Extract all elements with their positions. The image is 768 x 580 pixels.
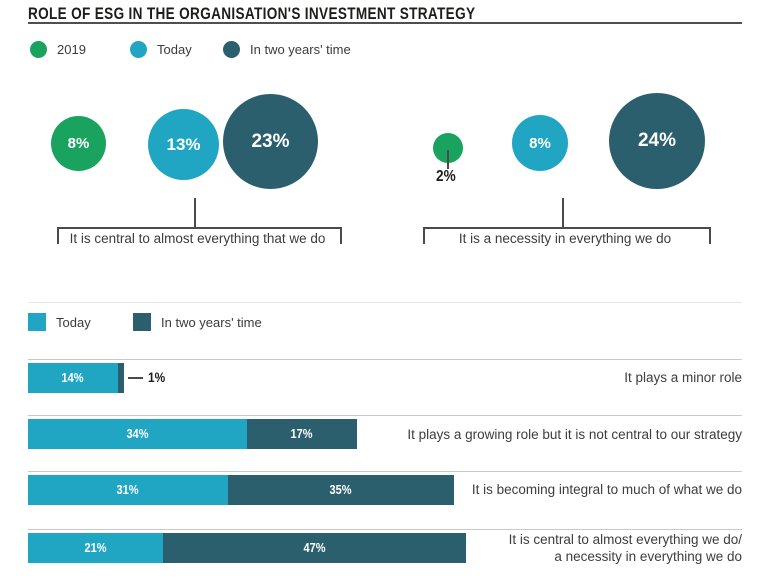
bar-row2-two-years-value: 17%: [290, 427, 314, 441]
bar-row1-today-segment: 14%: [28, 363, 118, 393]
bubble-group2-today-value: 8%: [529, 134, 551, 152]
bar-row3-today-segment: 31%: [28, 475, 228, 505]
bar-row1-two-years-value: 1%: [148, 369, 166, 385]
bubble-group1-today-value: 13%: [166, 134, 201, 154]
bracket-group1: [57, 227, 342, 244]
legend-bottom-today-label: Today: [56, 314, 91, 330]
page-title: ROLE OF ESG IN THE ORGANISATION'S INVEST…: [28, 4, 476, 23]
legend-top-two-years: In two years' time: [223, 40, 351, 58]
bar-row3-two-years-value: 35%: [329, 483, 353, 497]
legend-top-2019: 2019: [30, 40, 86, 58]
legend-bottom-two-years-label: In two years' time: [161, 314, 262, 330]
bubble-group1-two-years: 23%: [223, 94, 318, 189]
bracket-group2: [423, 227, 711, 244]
legend-dot-today-icon: [130, 40, 147, 58]
legend-square-today-icon: [28, 313, 46, 331]
bar-row3: 31% 35%: [28, 475, 454, 505]
bar-row2-today-value: 34%: [126, 427, 149, 441]
bracket-group2-stem: [562, 198, 564, 227]
bracket-group1-stem: [194, 198, 196, 227]
bar-row2-two-years-segment: 17%: [247, 419, 357, 449]
legend-top-today-label: Today: [157, 41, 192, 57]
legend-square-two-years-icon: [133, 313, 151, 331]
bar-row2-label: It plays a growing role but it is not ce…: [407, 427, 742, 442]
bar-row4-label: It is central to almost everything we do…: [509, 531, 742, 565]
bar-row4-two-years-value: 47%: [303, 541, 326, 555]
bar-row1-label: It plays a minor role: [624, 370, 742, 385]
bubble-group1-today: 13%: [148, 109, 219, 180]
bar-row4-two-years-segment: 47%: [163, 533, 466, 563]
legend-bottom-two-years: In two years' time: [133, 313, 262, 331]
bar-row4-today-segment: 21%: [28, 533, 163, 563]
bubble-group1-2019: 8%: [51, 116, 106, 171]
bar-row2: 34% 17%: [28, 419, 357, 449]
legend-top-2019-label: 2019: [57, 41, 86, 57]
bar-row2-today-segment: 34%: [28, 419, 247, 449]
bubble-group2-two-years: 24%: [609, 93, 705, 189]
bubble-group2-2019-pointer: [447, 150, 449, 169]
bar-row3-topline: [28, 471, 742, 472]
bubble-group2-two-years-value: 24%: [637, 130, 677, 151]
bar-row4-topline: [28, 529, 742, 530]
bar-row2-topline: [28, 415, 742, 416]
bar-row4-label-line1: It is central to almost everything we do…: [508, 532, 742, 547]
bar-row4-today-value: 21%: [84, 541, 107, 555]
bar-row4: 21% 47%: [28, 533, 466, 563]
bar-row4-label-line2: a necessity in everything we do: [554, 549, 742, 564]
title-underline: [28, 22, 742, 24]
legend-dot-2019-icon: [30, 40, 47, 58]
bubble-group2-2019-value: 2%: [436, 168, 456, 185]
bar-row3-today-value: 31%: [116, 483, 140, 497]
bar-row1-two-years-segment: [118, 363, 124, 393]
bar-row1: 14%: [28, 363, 124, 393]
bar-row1-today-value: 14%: [61, 371, 85, 385]
legend-top-today: Today: [130, 40, 192, 58]
section-divider: [28, 302, 742, 303]
bubble-group2-today: 8%: [512, 115, 568, 171]
bar-row3-two-years-segment: 35%: [228, 475, 454, 505]
legend-bottom-today: Today: [28, 313, 91, 331]
legend-top-two-years-label: In two years' time: [250, 41, 351, 57]
bubble-group1-two-years-value: 23%: [251, 130, 290, 152]
bubble-group2-caption: It is a necessity in everything we do: [458, 231, 672, 246]
bar-row3-label: It is becoming integral to much of what …: [471, 482, 742, 497]
bubble-group1-2019-value: 8%: [67, 135, 90, 152]
bubble-group1-caption: It is central to almost everything that …: [69, 231, 326, 246]
bar-row1-callout-line: [128, 377, 143, 379]
bar-row1-topline: [28, 359, 742, 360]
legend-dot-two-years-icon: [223, 40, 240, 58]
